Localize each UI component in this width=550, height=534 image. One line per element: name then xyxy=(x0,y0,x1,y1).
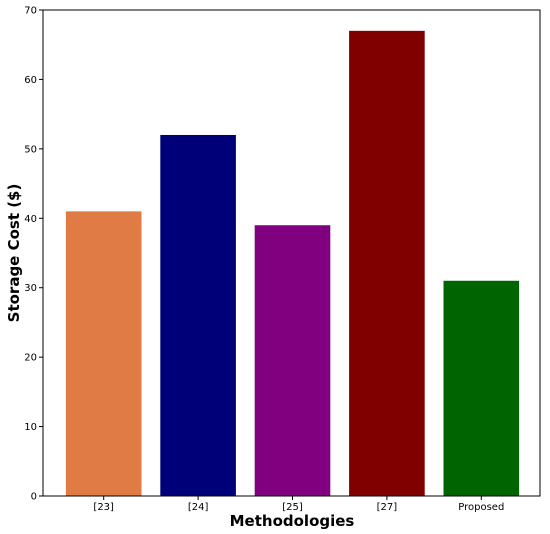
bars-group xyxy=(65,30,520,497)
y-tick-label: 0 xyxy=(31,492,37,503)
x-axis: [23] [24] [25] [27] Proposed xyxy=(93,496,504,513)
y-tick-label: 30 xyxy=(24,283,37,294)
x-axis-title: Methodologies xyxy=(230,512,355,530)
x-tick-label: [24] xyxy=(188,502,209,513)
x-tick-label: [25] xyxy=(282,502,303,513)
y-axis: 0 10 20 30 40 50 60 70 xyxy=(24,6,43,503)
y-axis-title: Storage Cost ($) xyxy=(5,184,23,323)
x-tick-label: [27] xyxy=(377,502,398,513)
bar-3 xyxy=(349,30,425,497)
y-tick-label: 40 xyxy=(24,214,37,225)
bar-4 xyxy=(443,280,520,496)
y-tick-label: 70 xyxy=(24,6,37,17)
y-tick-label: 20 xyxy=(24,353,37,364)
y-tick-label: 60 xyxy=(24,75,37,86)
x-tick-label: [23] xyxy=(93,502,114,513)
bar-2 xyxy=(254,225,331,497)
y-tick-label: 50 xyxy=(24,144,37,155)
bar-0 xyxy=(65,211,142,496)
y-tick-label: 10 xyxy=(24,422,37,433)
x-tick-label: Proposed xyxy=(458,502,504,513)
bar-1 xyxy=(160,134,236,496)
plot-frame xyxy=(42,9,541,497)
